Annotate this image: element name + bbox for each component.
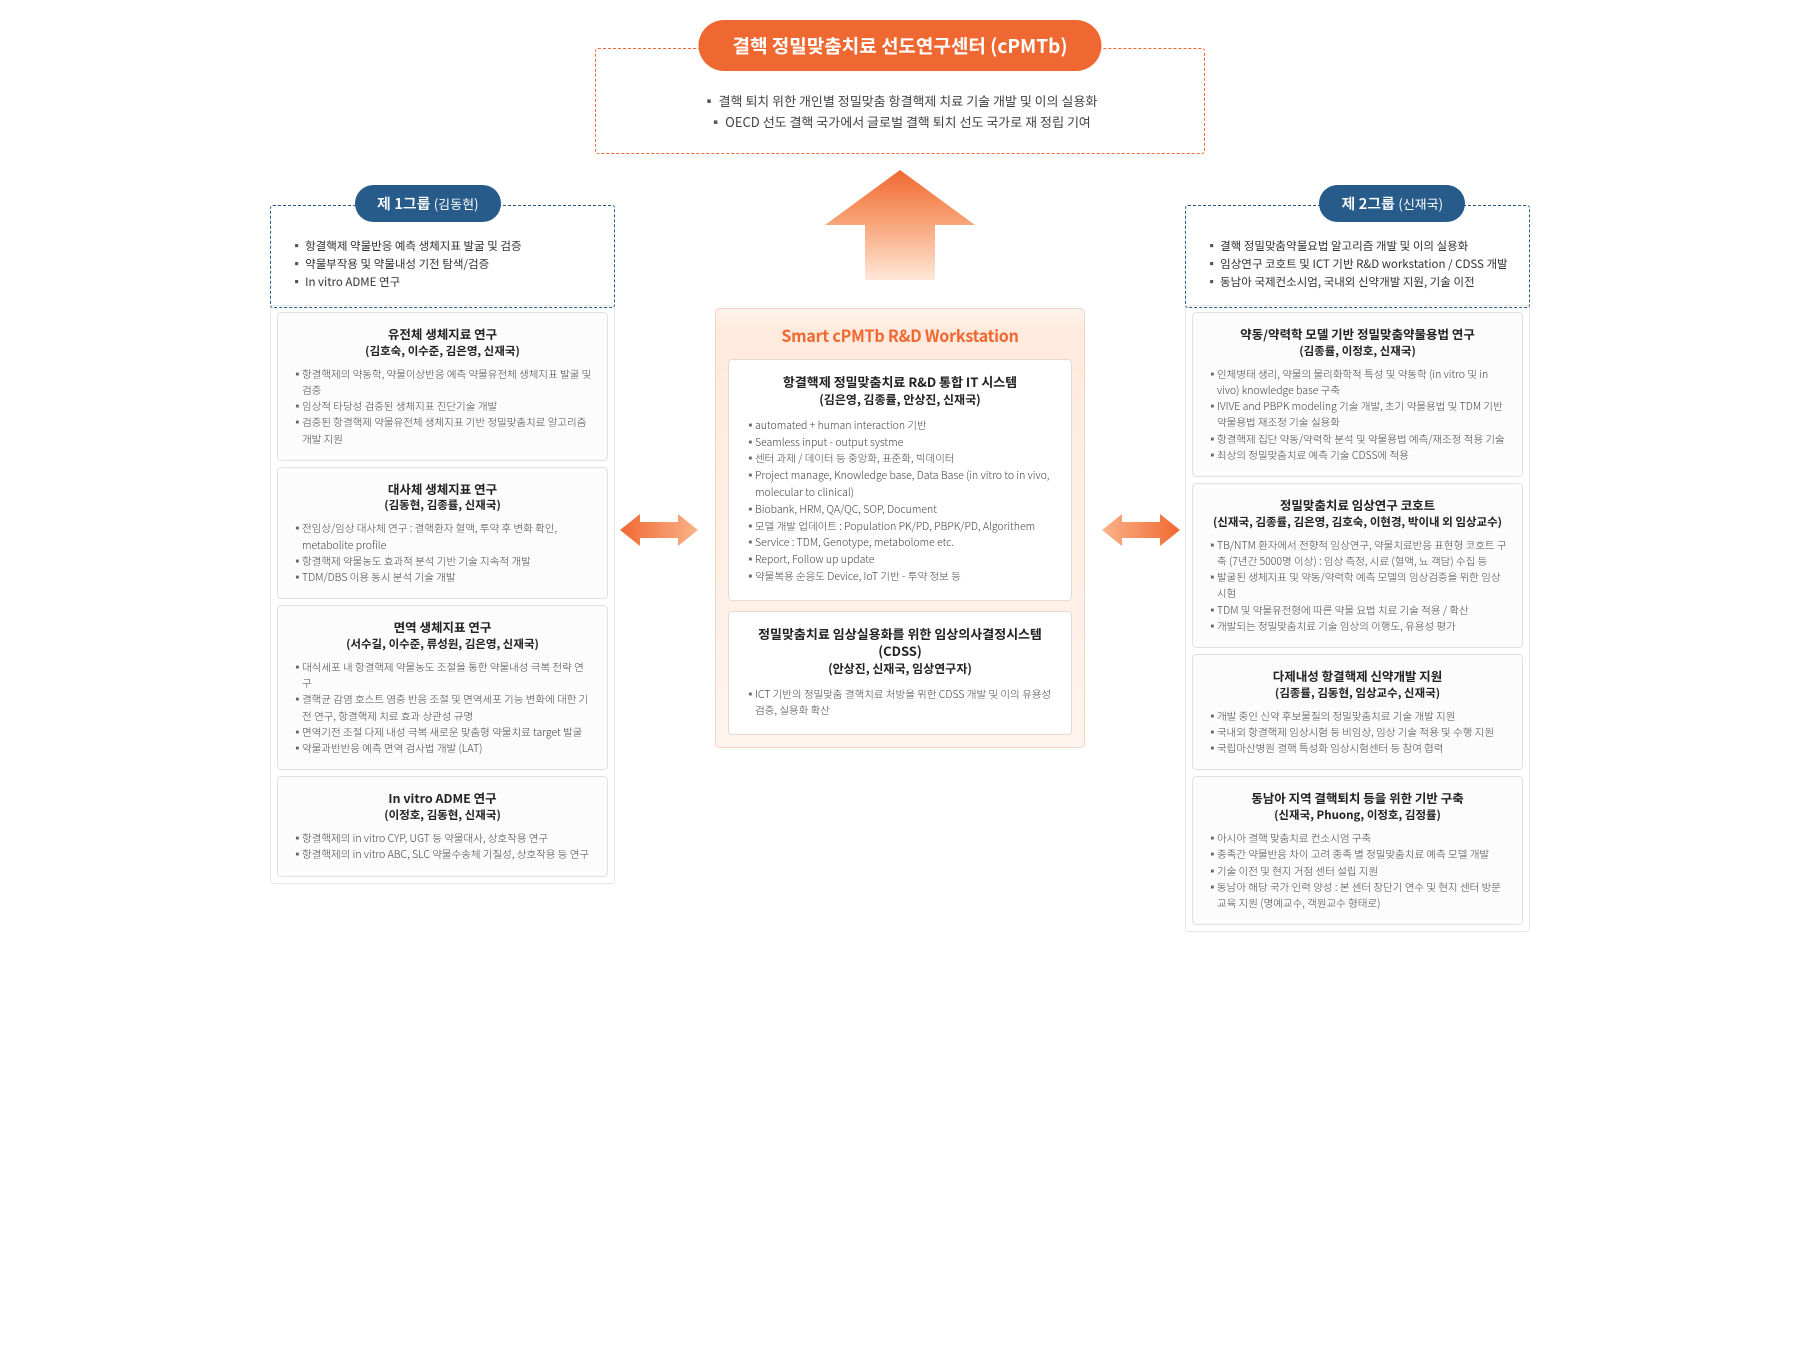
card: 약동/약력학 모델 기반 정밀맞춤약물용법 연구(김종률, 이정호, 신재국) 인… xyxy=(1192,312,1523,477)
card-title: 면역 생체지표 연구 xyxy=(292,618,593,636)
card-item: 국내외 항결핵제 임상시험 등 비임상, 임상 기술 적용 및 수행 지원 xyxy=(1207,725,1508,741)
card: 다제내성 항결핵제 신약개발 지원(김종률, 김동현, 임상교수, 신재국) 개발… xyxy=(1192,654,1523,770)
diagram-root: 결핵 정밀맞춤치료 선도연구센터 (cPMTb) 결핵 퇴치 위한 개인별 정밀… xyxy=(270,20,1530,1070)
right-column: 약동/약력학 모델 기반 정밀맞춤약물용법 연구(김종률, 이정호, 신재국) 인… xyxy=(1185,305,1530,932)
card-item: 개발 중인 신약 후보물질의 정밀맞춤치료 기술 개발 지원 xyxy=(1207,709,1508,725)
card-people: (이정호, 김동현, 신재국) xyxy=(292,807,593,823)
card-item: Seamless input - output systme xyxy=(745,435,1055,452)
card-people: (안상진, 신재국, 임상연구자) xyxy=(745,660,1055,677)
group1-item: In vitro ADME 연구 xyxy=(291,274,594,292)
card-title: 대사체 생체지표 연구 xyxy=(292,480,593,498)
card-people: (김종률, 이정호, 신재국) xyxy=(1207,343,1508,359)
card-item: Project manage, Knowledge base, Data Bas… xyxy=(745,468,1055,502)
card-people: (신재국, 김종률, 김은영, 김호숙, 이현경, 박이내 외 임상교수) xyxy=(1207,514,1508,530)
card-item: 동남아 해당 국가 인력 양성 : 본 센터 장단기 연수 및 현지 센터 방문… xyxy=(1207,880,1508,913)
card-item: automated + human interaction 기반 xyxy=(745,418,1055,435)
card-item: IVIVE and PBPK modeling 기술 개발, 초기 약물용법 및… xyxy=(1207,399,1508,432)
card-item: 약물과반반응 예측 면역 검사법 개발 (LAT) xyxy=(292,741,593,757)
card: 정밀맞춤치료 임상연구 코호트(신재국, 김종률, 김은영, 김호숙, 이현경,… xyxy=(1192,483,1523,648)
card-item: 임상적 타당성 검증된 생체지표 진단기술 개발 xyxy=(292,399,593,415)
center-workstation-title: Smart cPMTb R&D Workstation xyxy=(728,323,1072,347)
group2-pill: 제 2그룹 (신재국) xyxy=(1319,185,1465,222)
card-people: (김은영, 김종률, 안상진, 신재국) xyxy=(745,391,1055,408)
card-people: (김종률, 김동현, 임상교수, 신재국) xyxy=(1207,685,1508,701)
card: 동남아 지역 결핵퇴치 등을 위한 기반 구축(신재국, Phuong, 이정호… xyxy=(1192,776,1523,925)
top-goal-item: OECD 선도 결핵 국가에서 글로벌 결핵 퇴치 선도 국가로 재 정립 기여 xyxy=(626,112,1174,133)
card: 유전체 생체지료 연구(김호숙, 이수준, 김은영, 신재국) 항결핵제의 약동학… xyxy=(277,312,608,461)
card-title: 약동/약력학 모델 기반 정밀맞춤약물용법 연구 xyxy=(1207,325,1508,343)
card-item: 항결핵제의 약동학, 약물이상반응 예측 약물유전체 생체지표 발굴 및 검증 xyxy=(292,367,593,400)
card-item: 아시아 결핵 맞춤치료 컨소시엄 구축 xyxy=(1207,831,1508,847)
card-title: 항결핵제 정밀맞춤치료 R&D 통합 IT 시스템 xyxy=(745,374,1055,391)
card-item: ICT 기반의 정밀맞춤 결핵치료 처방을 위한 CDSS 개발 및 이의 유용… xyxy=(745,687,1055,721)
card-item: 항결핵제의 in vitro CYP, UGT 등 약물대사, 상호작용 연구 xyxy=(292,831,593,847)
card-item: 항결핵제 약물농도 효과적 분석 기반 기술 지속적 개발 xyxy=(292,554,593,570)
card-item: TDM/DBS 이용 동시 분석 기술 개발 xyxy=(292,570,593,586)
card-title: 다제내성 항결핵제 신약개발 지원 xyxy=(1207,667,1508,685)
card-title: In vitro ADME 연구 xyxy=(292,789,593,807)
card-people: (신재국, Phuong, 이정호, 김정률) xyxy=(1207,807,1508,823)
card: 대사체 생체지표 연구(김동현, 김종률, 신재국) 전임상/임상 대사체 연구 … xyxy=(277,467,608,600)
card-item: 전임상/임상 대사체 연구 : 결핵환자 혈액, 투약 후 변화 확인, met… xyxy=(292,521,593,554)
group2-label: 제 2그룹 xyxy=(1341,193,1395,214)
card-item: 항결핵제 집단 약동/약력학 분석 및 약물용법 예측/재조정 적용 기술 xyxy=(1207,432,1508,448)
card-title: 정밀맞춤치료 임상연구 코호트 xyxy=(1207,496,1508,514)
up-arrow-icon xyxy=(820,170,980,280)
group1-item: 약물부작용 및 약물내성 기전 탐색/검증 xyxy=(291,256,594,274)
group1-pill: 제 1그룹 (김동현) xyxy=(355,185,501,222)
group2-item: 결핵 정밀맞춤약물요법 알고리즘 개발 및 이의 실용화 xyxy=(1206,238,1509,256)
center-workstation: Smart cPMTb R&D Workstation 항결핵제 정밀맞춤치료 … xyxy=(715,308,1085,748)
card-item: 센터 과제 / 데이터 등 중앙화, 표준화, 빅데이터 xyxy=(745,451,1055,468)
card-item: 인체병태 생리, 약물의 물리화학적 특성 및 약동학 (in vitro 및 … xyxy=(1207,367,1508,400)
card-item: 발굴된 생체지표 및 약동/약력학 예측 모델의 임상검증을 위한 임상시험 xyxy=(1207,570,1508,603)
group2-item: 임상연구 코호트 및 ICT 기반 R&D workstation / CDSS… xyxy=(1206,256,1509,274)
card: In vitro ADME 연구(이정호, 김동현, 신재국) 항결핵제의 in … xyxy=(277,776,608,876)
card-item: Biobank, HRM, QA/QC, SOP, Document xyxy=(745,502,1055,519)
card-item: 대식세포 내 항결핵제 약물농도 조절을 통한 약물내성 극복 전략 연구 xyxy=(292,660,593,693)
card-item: 국립마산병원 결핵 특성화 임상시험센터 등 참여 협력 xyxy=(1207,741,1508,757)
card-item: Service : TDM, Genotype, metabolome etc. xyxy=(745,535,1055,552)
card-item: 결핵균 감염 호스트 염증 반응 조절 및 면역세포 기능 변화에 대한 기전 … xyxy=(292,692,593,725)
center-title-pill: 결핵 정밀맞춤치료 선도연구센터 (cPMTb) xyxy=(698,20,1101,71)
card: 항결핵제 정밀맞춤치료 R&D 통합 IT 시스템(김은영, 김종률, 안상진,… xyxy=(728,359,1072,601)
card-title: 유전체 생체지료 연구 xyxy=(292,325,593,343)
group1-label: 제 1그룹 xyxy=(377,193,431,214)
double-arrow-left-icon xyxy=(620,510,698,550)
card-people: (김동현, 김종률, 신재국) xyxy=(292,497,593,513)
card-people: (김호숙, 이수준, 김은영, 신재국) xyxy=(292,343,593,359)
card-people: (서수길, 이수준, 류성원, 김은영, 신재국) xyxy=(292,636,593,652)
card-item: 기술 이전 및 현지 거점 센터 설립 지원 xyxy=(1207,864,1508,880)
card-item: TDM 및 약물유전형에 따른 약물 요법 치료 기술 적용 / 확산 xyxy=(1207,603,1508,619)
card-item: 최상의 정밀맞춤치료 예측 기술 CDSS에 적용 xyxy=(1207,448,1508,464)
left-column: 유전체 생체지료 연구(김호숙, 이수준, 김은영, 신재국) 항결핵제의 약동학… xyxy=(270,305,615,884)
card-item: Report, Follow up update xyxy=(745,552,1055,569)
card-item: 면역기전 조절 다제 내성 극복 새로운 맞춤형 약물치료 target 발굴 xyxy=(292,725,593,741)
double-arrow-right-icon xyxy=(1102,510,1180,550)
group2-lead: (신재국) xyxy=(1398,194,1443,213)
card-item: 모델 개발 업데이트 : Population PK/PD, PBPK/PD, … xyxy=(745,519,1055,536)
group1-item: 항결핵제 약물반응 예측 생체지표 발굴 및 검증 xyxy=(291,238,594,256)
group2-item: 동남아 국제컨소시엄, 국내외 신약개발 지원, 기술 이전 xyxy=(1206,274,1509,292)
card-title: 동남아 지역 결핵퇴치 등을 위한 기반 구축 xyxy=(1207,789,1508,807)
card: 면역 생체지표 연구(서수길, 이수준, 류성원, 김은영, 신재국) 대식세포 … xyxy=(277,605,608,770)
card-item: 개발되는 정밀맞춤치료 기술 임상의 이행도, 유용성 평가 xyxy=(1207,619,1508,635)
top-goal-item: 결핵 퇴치 위한 개인별 정밀맞춤 항결핵제 치료 기술 개발 및 이의 실용화 xyxy=(626,91,1174,112)
card-item: 종족간 약물반응 차이 고려 종족 별 정밀맞춤치료 예측 모델 개발 xyxy=(1207,847,1508,863)
card-item: 검증된 항결핵제 약물유전체 생체지표 기반 정밀맞춤치료 알고리즘 개발 지원 xyxy=(292,415,593,448)
card-item: 약물복용 순응도 Device, IoT 기반 - 투약 정보 등 xyxy=(745,569,1055,586)
card-item: 항결핵제의 in vitro ABC, SLC 약물수송체 기질성, 상호작용 … xyxy=(292,847,593,863)
card-item: TB/NTM 환자에서 전향적 임상연구, 약물치료반응 표현형 코호트 구축 … xyxy=(1207,538,1508,571)
card: 정밀맞춤치료 임상실용화를 위한 임상의사결정시스템 (CDSS)(안상진, 신… xyxy=(728,611,1072,735)
group1-lead: (김동현) xyxy=(434,194,479,213)
card-title: 정밀맞춤치료 임상실용화를 위한 임상의사결정시스템 (CDSS) xyxy=(745,626,1055,660)
